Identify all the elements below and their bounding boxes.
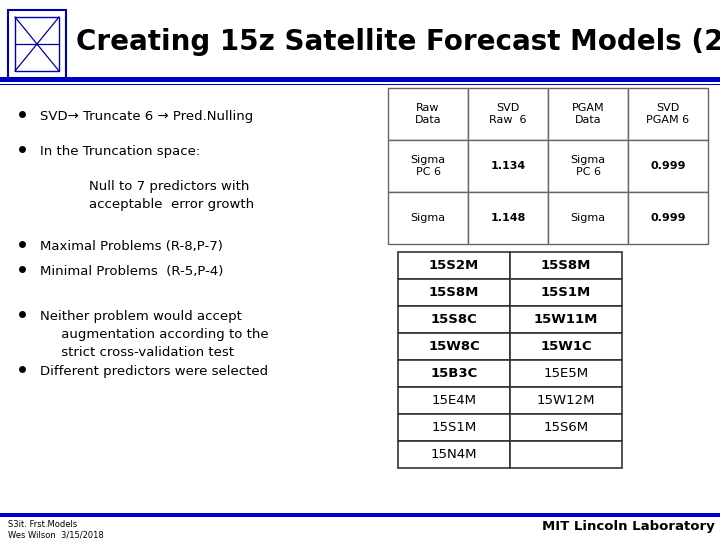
Bar (0, 84, 720, 85)
Text: 15E5M: 15E5M (544, 367, 588, 380)
Text: SVD→ Truncate 6 → Pred.Nulling: SVD→ Truncate 6 → Pred.Nulling (40, 110, 253, 123)
Text: 15W8C: 15W8C (428, 340, 480, 353)
Bar (398, 252, 510, 279)
Bar (15, 17, 59, 71)
Text: 0.999: 0.999 (650, 213, 685, 223)
Bar (510, 252, 622, 279)
Text: 15S8M: 15S8M (541, 259, 591, 272)
Text: 15S8M: 15S8M (429, 286, 480, 299)
Bar (628, 140, 708, 192)
Text: S3it. Frst.Models
Wes Wilson  3/15/2018: S3it. Frst.Models Wes Wilson 3/15/2018 (8, 520, 104, 539)
Bar (468, 140, 548, 192)
Bar (388, 88, 468, 140)
Text: Different predictors were selected: Different predictors were selected (40, 365, 268, 378)
Bar (398, 333, 510, 360)
Text: Sigma
PC 6: Sigma PC 6 (570, 155, 606, 177)
Bar (388, 140, 468, 192)
Bar (398, 387, 510, 414)
Bar (468, 192, 548, 244)
Bar (398, 441, 510, 468)
Text: Minimal Problems  (R-5,P-4): Minimal Problems (R-5,P-4) (40, 265, 223, 278)
Bar (510, 441, 622, 468)
Text: 15S6M: 15S6M (544, 421, 588, 434)
Text: Creating 15z Satellite Forecast Models (2): Creating 15z Satellite Forecast Models (… (76, 28, 720, 56)
Text: Sigma: Sigma (410, 213, 446, 223)
Text: 15W1C: 15W1C (540, 340, 592, 353)
Bar (510, 306, 622, 333)
Text: Neither problem would accept
     augmentation according to the
     strict cros: Neither problem would accept augmentatio… (40, 310, 269, 359)
Text: SVD
Raw  6: SVD Raw 6 (490, 103, 527, 125)
Text: 1.134: 1.134 (490, 161, 526, 171)
Text: 15W11M: 15W11M (534, 313, 598, 326)
Bar (468, 88, 548, 140)
Text: 15S1M: 15S1M (431, 421, 477, 434)
Bar (548, 88, 628, 140)
Text: 15N4M: 15N4M (431, 448, 477, 461)
Text: 15S8C: 15S8C (431, 313, 477, 326)
Bar (548, 192, 628, 244)
Bar (398, 360, 510, 387)
Text: Maximal Problems (R-8,P-7): Maximal Problems (R-8,P-7) (40, 240, 223, 253)
Text: 15W12M: 15W12M (536, 394, 595, 407)
Text: Raw
Data: Raw Data (415, 103, 441, 125)
Bar (628, 192, 708, 244)
Bar (398, 414, 510, 441)
Bar (510, 279, 622, 306)
Text: 0.999: 0.999 (650, 161, 685, 171)
Bar (8, 10, 66, 78)
Bar (548, 140, 628, 192)
Bar (398, 279, 510, 306)
Text: SVD
PGAM 6: SVD PGAM 6 (647, 103, 690, 125)
Bar (510, 360, 622, 387)
Text: In the Truncation space:: In the Truncation space: (40, 145, 200, 158)
Bar (0, 77, 720, 82)
Text: 15B3C: 15B3C (431, 367, 477, 380)
Text: Null to 7 predictors with
        acceptable  error growth: Null to 7 predictors with acceptable err… (55, 180, 254, 211)
Text: MIT Lincoln Laboratory: MIT Lincoln Laboratory (542, 520, 715, 533)
Text: Sigma: Sigma (570, 213, 606, 223)
Text: PGAM
Data: PGAM Data (572, 103, 604, 125)
Bar (510, 414, 622, 441)
Bar (0, 513, 720, 517)
Bar (510, 387, 622, 414)
Bar (388, 192, 468, 244)
Bar (398, 306, 510, 333)
Text: 15E4M: 15E4M (431, 394, 477, 407)
Text: Sigma
PC 6: Sigma PC 6 (410, 155, 446, 177)
Text: 15S1M: 15S1M (541, 286, 591, 299)
Bar (510, 333, 622, 360)
Text: 15S2M: 15S2M (429, 259, 479, 272)
Text: 1.148: 1.148 (490, 213, 526, 223)
Bar (628, 88, 708, 140)
